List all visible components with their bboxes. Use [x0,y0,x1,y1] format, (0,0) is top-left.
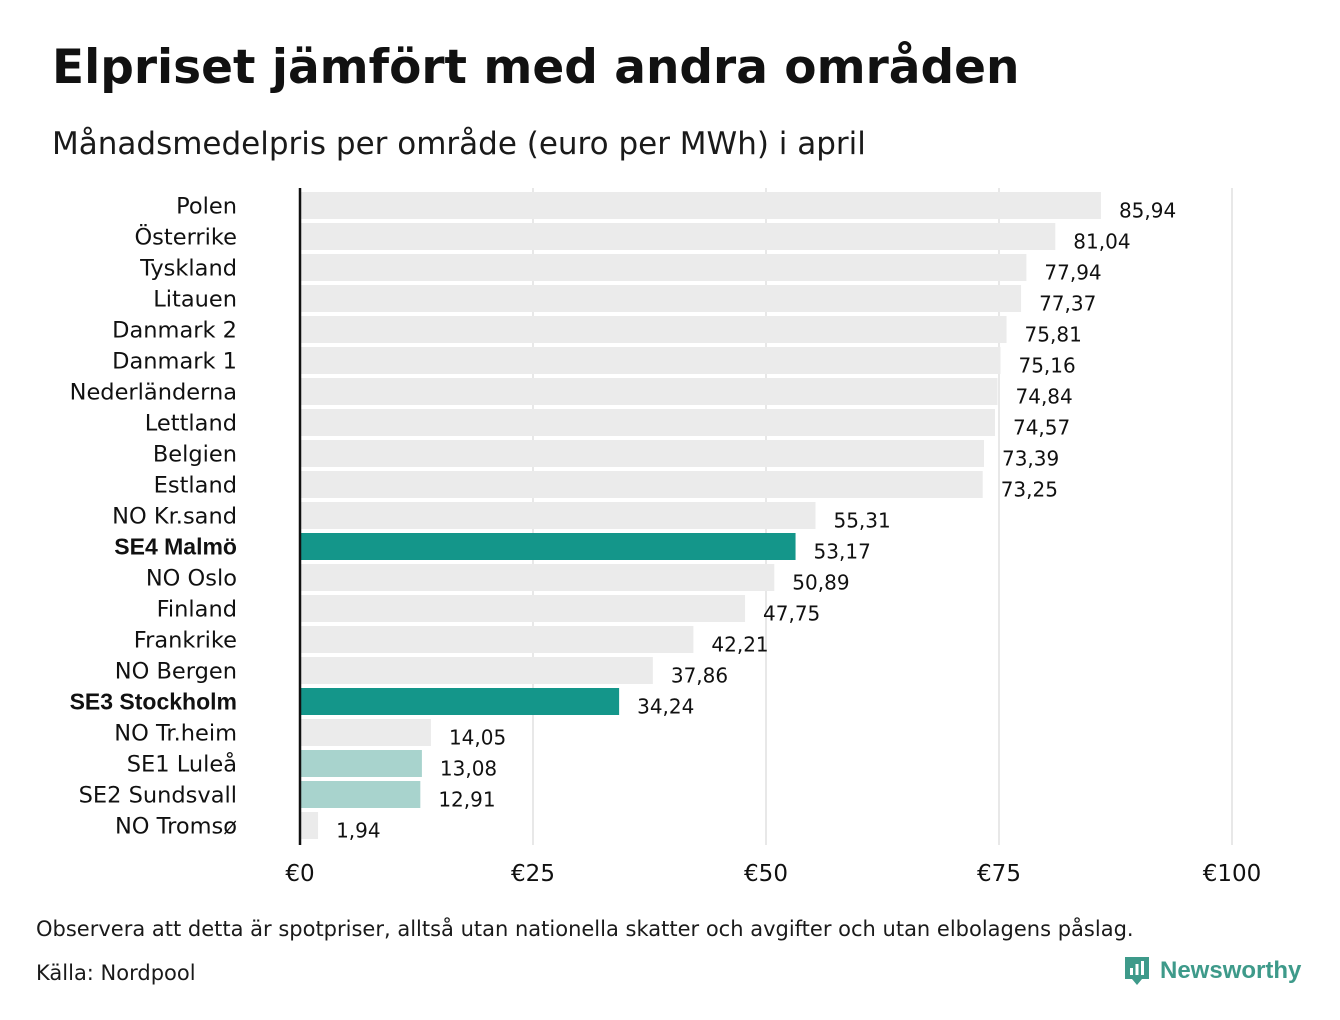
footnote: Observera att detta är spotpriser, allts… [36,917,1134,941]
value-label: 50,89 [792,571,849,595]
category-label: Danmark 1 [112,349,237,375]
bar [300,192,1101,219]
value-label: 77,94 [1044,261,1101,285]
bar [300,657,653,684]
bar [300,378,998,405]
value-labels: 85,94 81,04 77,94 77,37 75,81 75,16 74,84 74,57… [336,199,1176,843]
x-tick-label: €50 [744,861,788,887]
value-label: 34,24 [637,695,694,719]
value-label: 37,86 [671,664,728,688]
category-label: NO Tr.heim [114,721,237,747]
x-tick-label: €0 [285,861,314,887]
x-tick-label: €100 [1203,861,1262,887]
value-label: 74,84 [1016,385,1073,409]
category-label: SE2 Sundsvall [79,783,237,809]
bar [300,502,816,529]
category-label: SE4 Malmö [114,534,237,560]
bar [300,564,775,591]
category-label: Frankrike [134,628,237,654]
bar [300,409,995,436]
value-label: 47,75 [763,602,820,626]
bar [300,812,319,839]
category-label: Tyskland [139,256,237,282]
value-label: 81,04 [1073,230,1130,254]
bar [300,316,1007,343]
value-label: 55,31 [833,509,890,533]
chart-subtitle: Månadsmedelpris per område (euro per MWh… [52,126,866,162]
bar [300,285,1022,312]
category-label: Nederländerna [70,380,237,406]
value-label: 42,21 [711,633,768,657]
value-label: 14,05 [449,726,506,750]
source-text: Källa: Nordpool [36,961,196,985]
category-label: NO Oslo [146,566,237,592]
category-label: NO Bergen [115,659,237,685]
category-label: SE1 Luleå [127,750,237,778]
x-tick-label: €25 [511,861,555,887]
value-label: 53,17 [814,540,871,564]
value-label: 73,39 [1002,447,1059,471]
bar [300,254,1027,281]
x-axis-ticks: €0 €25 €50 €75 €100 [285,861,1261,887]
bar [300,347,1001,374]
category-label: Lettland [145,411,237,437]
category-label: Belgien [153,442,237,468]
bar [300,750,422,777]
x-tick-label: €75 [977,861,1021,887]
bar [300,595,746,622]
category-label: NO Kr.sand [112,504,237,530]
bar [300,533,796,560]
category-label: Polen [176,194,237,220]
value-label: 13,08 [440,757,497,781]
value-label: 73,25 [1001,478,1058,502]
bar [300,781,421,808]
bar [300,626,694,653]
value-label: 1,94 [336,819,381,843]
category-label: Litauen [153,287,237,313]
brand-logo: Newsworthy [1122,954,1301,988]
bar [300,688,620,715]
bar [300,719,431,746]
bars [300,192,1101,839]
newsworthy-logo-icon [1125,957,1149,985]
category-labels: Polen Österrike Tyskland Litauen Danmark 2 Da… [70,194,237,840]
value-label: 74,57 [1013,416,1070,440]
bar-chart: Polen Österrike Tyskland Litauen Danmark 2 Da… [70,188,1261,887]
chart-title: Elpriset jämfört med andra områden [52,40,1020,95]
bar [300,223,1056,250]
value-label: 85,94 [1119,199,1176,223]
brand-name: Newsworthy [1160,957,1302,984]
value-label: 75,16 [1018,354,1075,378]
category-label: Österrike [134,223,237,251]
bar [300,440,984,467]
category-label: Danmark 2 [112,318,237,344]
value-label: 77,37 [1039,292,1096,316]
category-label: Estland [154,473,237,499]
value-label: 12,91 [438,788,495,812]
bar [300,471,983,498]
value-label: 75,81 [1025,323,1082,347]
category-label: NO Tromsø [115,814,237,840]
category-label: Finland [157,597,237,623]
category-label: SE3 Stockholm [70,689,237,715]
